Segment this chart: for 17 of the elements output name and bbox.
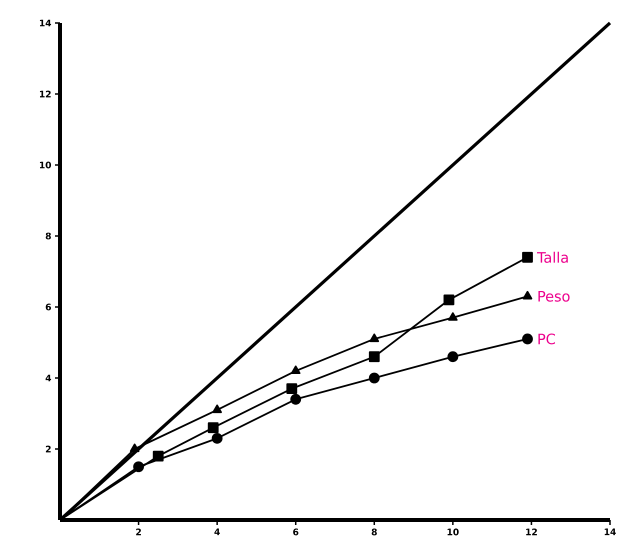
- x-tick-label: 14: [604, 528, 616, 536]
- series-label: Talla: [536, 252, 568, 263]
- series-label: PC: [538, 334, 555, 344]
- y-tick-label: 6: [46, 304, 51, 310]
- y-tick-label: 8: [46, 232, 51, 240]
- y-tick-label: 10: [40, 162, 52, 168]
- x-tick-label: 2: [136, 528, 141, 536]
- x-tick-label: 10: [448, 528, 459, 536]
- y-tick-label: 4: [46, 374, 52, 382]
- y-tick-label: 2: [46, 446, 51, 452]
- x-tick-label: 8: [372, 528, 377, 536]
- y-tick-label: 14: [40, 20, 52, 26]
- x-tick-label: 6: [293, 528, 298, 536]
- x-tick-label: 4: [214, 528, 220, 536]
- x-tick-label: 12: [526, 528, 537, 536]
- y-tick-label: 12: [40, 90, 51, 98]
- series-label: Peso: [538, 291, 570, 302]
